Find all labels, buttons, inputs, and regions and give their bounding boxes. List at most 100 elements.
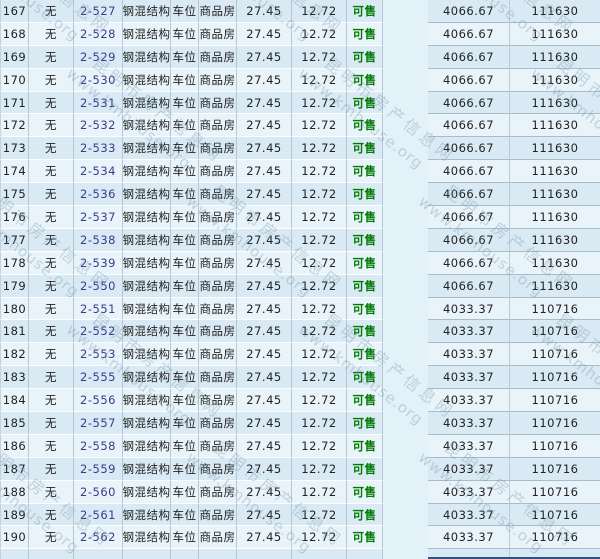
cell-inner-area: 12.72: [292, 434, 347, 458]
cell-usage: 车位: [171, 183, 199, 207]
cell-structure: 钢混结构: [123, 526, 171, 550]
cell-record-code: 110716: [510, 343, 600, 367]
cell-property-type: 商品房: [199, 22, 237, 46]
cell-unit-number-link[interactable]: [74, 549, 123, 559]
table-row: 176 无 2-537 钢混结构 车位 商品房 27.45 12.72 可售 4…: [0, 206, 600, 229]
cell-spacer: [383, 549, 428, 559]
cell-unit-number-link[interactable]: 2-527: [74, 0, 123, 23]
cell-sale-status: 可售: [347, 68, 383, 92]
cell-build-area: 27.45: [237, 228, 292, 252]
cell-unit-number-link[interactable]: 2-551: [74, 297, 123, 321]
cell-structure: 钢混结构: [123, 45, 171, 69]
cell-spacer: [383, 160, 428, 184]
cell-usage: 车位: [171, 0, 199, 23]
cell-structure: 钢混结构: [123, 114, 171, 138]
cell-unit-number-link[interactable]: 2-558: [74, 434, 123, 458]
cell-structure: 钢混结构: [123, 274, 171, 298]
cell-spacer: [383, 503, 428, 527]
cell-serial-number: 187: [0, 457, 29, 481]
cell-unit-number-link[interactable]: 2-539: [74, 251, 123, 275]
cell-build-area: 27.45: [237, 480, 292, 504]
cell-record-code: 110716: [510, 526, 600, 550]
cell-unit-number-link[interactable]: 2-529: [74, 45, 123, 69]
table-row: 190 无 2-562 钢混结构 车位 商品房 27.45 12.72 可售 4…: [0, 526, 600, 550]
cell-serial-number: 189: [0, 503, 29, 527]
cell-spacer: [383, 343, 428, 367]
cell-unit-number-link[interactable]: 2-559: [74, 457, 123, 481]
cell-price: 4033.37: [428, 526, 510, 550]
cell-unit-number-link[interactable]: 2-560: [74, 480, 123, 504]
cell-mortgage: 无: [29, 366, 74, 390]
cell-record-code: 110716: [510, 320, 600, 344]
cell-property-type: 商品房: [199, 0, 237, 23]
cell-inner-area: 12.72: [292, 274, 347, 298]
cell-unit-number-link[interactable]: 2-553: [74, 343, 123, 367]
cell-unit-number-link[interactable]: 2-552: [74, 320, 123, 344]
cell-build-area: 27.45: [237, 45, 292, 69]
cell-usage: 车位: [171, 457, 199, 481]
cell-unit-number-link[interactable]: 2-531: [74, 91, 123, 115]
cell-property-type: 商品房: [199, 45, 237, 69]
cell-unit-number-link[interactable]: 2-534: [74, 160, 123, 184]
table-row: 187 无 2-559 钢混结构 车位 商品房 27.45 12.72 可售 4…: [0, 457, 600, 481]
cell-mortgage: 无: [29, 68, 74, 92]
table-row: 185 无 2-557 钢混结构 车位 商品房 27.45 12.72 可售 4…: [0, 412, 600, 435]
cell-inner-area: 12.72: [292, 91, 347, 115]
cell-spacer: [383, 457, 428, 481]
cell-inner-area: 12.72: [292, 480, 347, 504]
cell-price: 4066.67: [428, 206, 510, 229]
cell-spacer: [383, 434, 428, 458]
cell-property-type: 商品房: [199, 91, 237, 115]
cell-structure: 钢混结构: [123, 91, 171, 115]
cell-unit-number-link[interactable]: 2-536: [74, 183, 123, 207]
cell-build-area: 27.45: [237, 457, 292, 481]
cell-property-type: 商品房: [199, 480, 237, 504]
cell-inner-area: 12.72: [292, 366, 347, 390]
cell-structure: 钢混结构: [123, 137, 171, 161]
cell-serial-number: 167: [0, 0, 29, 23]
cell-mortgage: 无: [29, 457, 74, 481]
table-row: 175 无 2-536 钢混结构 车位 商品房 27.45 12.72 可售 4…: [0, 183, 600, 207]
cell-unit-number-link[interactable]: 2-550: [74, 274, 123, 298]
cell-serial-number: 172: [0, 114, 29, 138]
cell-record-code: 111630: [510, 0, 600, 23]
cell-structure: 钢混结构: [123, 22, 171, 46]
cell-sale-status: 可售: [347, 320, 383, 344]
cell-unit-number-link[interactable]: 2-561: [74, 503, 123, 527]
cell-serial-number: 186: [0, 434, 29, 458]
cell-inner-area: 12.72: [292, 0, 347, 23]
cell-unit-number-link[interactable]: 2-533: [74, 137, 123, 161]
cell-serial-number: 176: [0, 206, 29, 229]
cell-record-code: 110716: [510, 434, 600, 458]
cell-unit-number-link[interactable]: 2-557: [74, 412, 123, 435]
cell-unit-number-link[interactable]: 2-537: [74, 206, 123, 229]
cell-property-type: 商品房: [199, 457, 237, 481]
cell-inner-area: 12.72: [292, 389, 347, 413]
cell-unit-number-link[interactable]: 2-538: [74, 228, 123, 252]
cell-serial-number: 184: [0, 389, 29, 413]
cell-inner-area: 12.72: [292, 68, 347, 92]
cell-usage: 车位: [171, 22, 199, 46]
table-row-partial: [0, 549, 600, 559]
cell-inner-area: 12.72: [292, 22, 347, 46]
cell-unit-number-link[interactable]: 2-556: [74, 389, 123, 413]
cell-usage: 车位: [171, 412, 199, 435]
cell-unit-number-link[interactable]: 2-532: [74, 114, 123, 138]
cell-build-area: 27.45: [237, 366, 292, 390]
cell-property-type: 商品房: [199, 114, 237, 138]
cell-sale-status: 可售: [347, 228, 383, 252]
cell-usage: 车位: [171, 274, 199, 298]
cell-record-code: 110716: [510, 366, 600, 390]
cell-unit-number-link[interactable]: 2-562: [74, 526, 123, 550]
cell-serial-number: 178: [0, 251, 29, 275]
cell-unit-number-link[interactable]: 2-555: [74, 366, 123, 390]
cell-structure: 钢混结构: [123, 480, 171, 504]
cell-unit-number-link[interactable]: 2-530: [74, 68, 123, 92]
cell-mortgage: [29, 549, 74, 559]
cell-build-area: 27.45: [237, 251, 292, 275]
cell-unit-number-link[interactable]: 2-528: [74, 22, 123, 46]
cell-spacer: [383, 45, 428, 69]
cell-structure: 钢混结构: [123, 0, 171, 23]
cell-record-code: 110716: [510, 412, 600, 435]
cell-mortgage: 无: [29, 503, 74, 527]
